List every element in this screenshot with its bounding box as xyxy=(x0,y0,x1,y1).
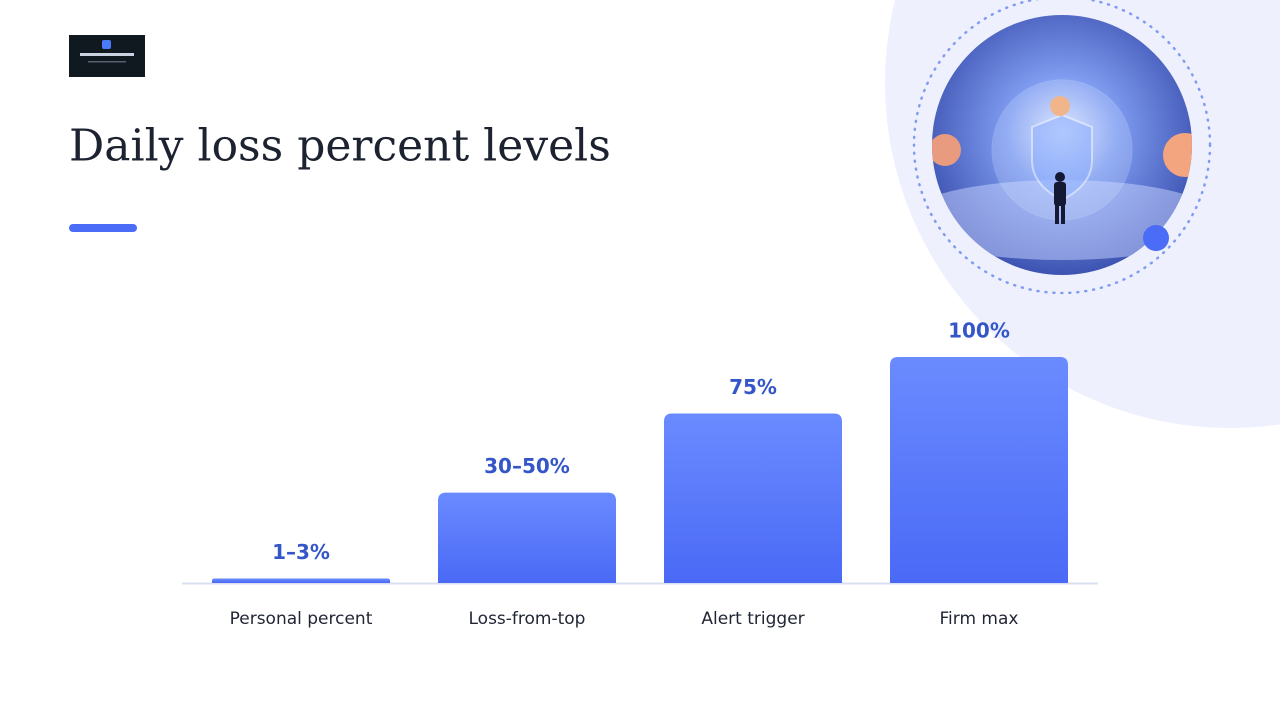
x-tick-label: Personal percent xyxy=(230,609,373,629)
logo xyxy=(69,35,145,77)
dotted-ring xyxy=(912,0,1212,295)
value-label: 75% xyxy=(729,375,777,399)
bar xyxy=(212,578,390,583)
bar xyxy=(438,492,616,583)
x-tick-label: Alert trigger xyxy=(701,609,804,629)
value-label: 30–50% xyxy=(484,454,570,478)
x-tick-label: Loss-from-top xyxy=(469,609,586,629)
bar xyxy=(664,413,842,583)
value-label: 100% xyxy=(948,319,1010,343)
bar xyxy=(890,357,1068,583)
value-label: 1–3% xyxy=(272,540,330,564)
decor-dot xyxy=(1143,225,1169,251)
title-underline xyxy=(69,224,137,232)
chart-title: Daily loss percent levels xyxy=(69,121,611,172)
x-tick-label: Firm max xyxy=(940,609,1019,629)
